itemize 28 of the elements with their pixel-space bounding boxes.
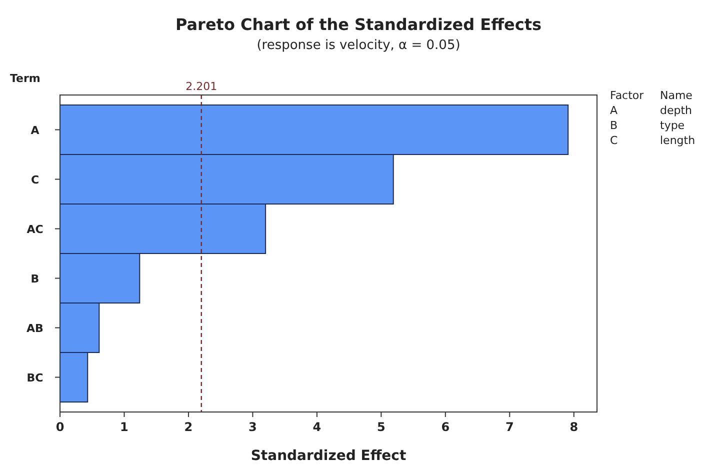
text: C: [610, 134, 618, 147]
x-tick-label: 1: [120, 420, 128, 434]
text: length: [660, 134, 696, 147]
y-tick-label: AB: [26, 322, 44, 335]
x-axis-title: Standardized Effect: [250, 448, 406, 464]
x-tick-label: 8: [570, 420, 578, 434]
x-tick-label: 5: [376, 420, 386, 434]
x-tick-label: 7: [505, 420, 514, 434]
x-tick-label: 2: [184, 420, 193, 434]
y-tick-label: AC: [26, 222, 44, 236]
y-tick-label: B: [30, 272, 40, 286]
x-tick-label: 0: [56, 420, 64, 434]
x-tick-label: 6: [441, 420, 450, 434]
y-tick-label: BC: [26, 371, 44, 384]
text: A: [610, 104, 618, 117]
chart-title: Pareto Chart of the Standardized Effects: [175, 15, 542, 34]
y-axis-title: Term: [10, 72, 40, 85]
text: Factor: [610, 89, 644, 102]
ref-line-label: 2.201: [186, 80, 218, 93]
y-tick-label: A: [30, 124, 40, 137]
x-tick-label: 3: [248, 420, 257, 434]
text: B: [610, 119, 618, 132]
y-tick-label: C: [30, 173, 40, 186]
text: depth: [660, 104, 692, 117]
text: type: [660, 119, 685, 132]
x-tick-label: 4: [312, 420, 322, 434]
text: Name: [660, 89, 693, 102]
chart-subtitle: (response is velocity, α = 0.05): [256, 38, 460, 53]
